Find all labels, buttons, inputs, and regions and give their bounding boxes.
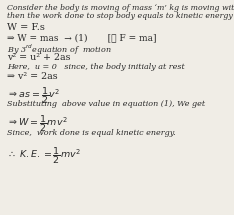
Text: ⇒ v² = 2as: ⇒ v² = 2as xyxy=(7,72,58,81)
Text: Since,  work done is equal kinetic energy.: Since, work done is equal kinetic energy… xyxy=(7,129,176,137)
Text: $\Rightarrow as = \dfrac{1}{2}v^{2}$: $\Rightarrow as = \dfrac{1}{2}v^{2}$ xyxy=(7,85,60,106)
Text: By 3$^{rd}$equation of  motion: By 3$^{rd}$equation of motion xyxy=(7,43,112,57)
Text: v² = u² + 2as: v² = u² + 2as xyxy=(7,53,70,62)
Text: W = F.s: W = F.s xyxy=(7,23,45,32)
Text: $\Rightarrow W = \dfrac{1}{2}mv^{2}$: $\Rightarrow W = \dfrac{1}{2}mv^{2}$ xyxy=(7,114,68,134)
Text: ⇒ W = mas  → (1)       [∴ F = ma]: ⇒ W = mas → (1) [∴ F = ma] xyxy=(7,33,157,42)
Text: Substituting  above value in equation (1), We get: Substituting above value in equation (1)… xyxy=(7,100,205,108)
Text: Consider the body is moving of mass ‘m’ kg is moving with velocity ‘v ’ m/s: Consider the body is moving of mass ‘m’ … xyxy=(7,4,234,12)
Text: Here,  u = 0   since, the body initialy at rest: Here, u = 0 since, the body initialy at … xyxy=(7,63,185,71)
Text: $\therefore\; K.E. = \dfrac{1}{2}mv^{2}$: $\therefore\; K.E. = \dfrac{1}{2}mv^{2}$ xyxy=(7,145,81,166)
Text: then the work done to stop body equals to kinetic energy of the body: then the work done to stop body equals t… xyxy=(7,12,234,20)
